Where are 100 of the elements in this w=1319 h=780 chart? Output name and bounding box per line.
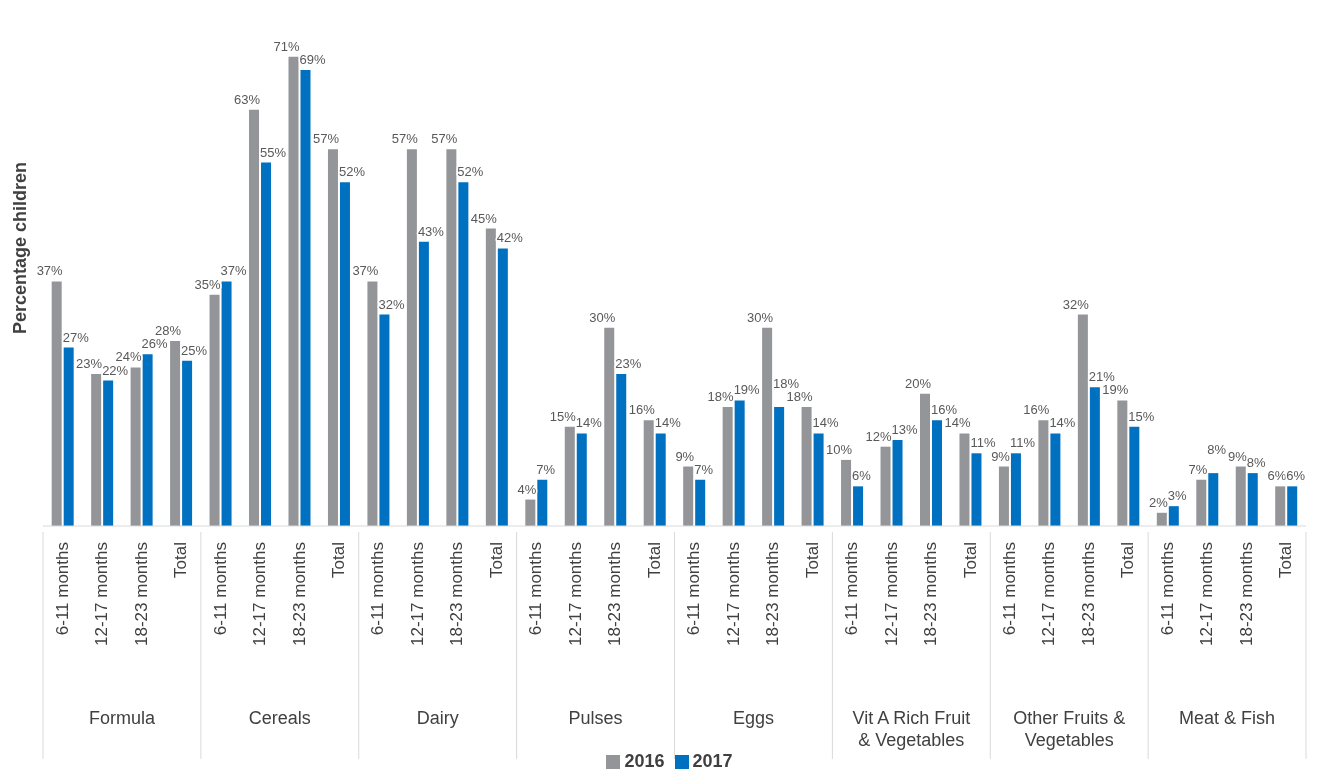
bar [1247,473,1258,526]
text: Formula [88,708,156,728]
text: Vit A Rich Fruit & Vegetables [852,708,971,750]
x-tick-label: 6-11 months [210,542,230,636]
data-label: 30% [747,309,774,325]
data-label: 57% [431,131,458,147]
x-tick-label: 6-11 months [1157,542,1177,636]
bar [998,466,1009,526]
bar [170,340,181,526]
bar [564,426,575,526]
x-tick-label: 12-17 months [1039,542,1059,646]
bar [300,69,311,526]
bar [142,354,153,526]
data-label: 71% [273,38,300,54]
bar [327,149,338,526]
bar [853,486,864,526]
x-tick-label: 18-23 months [289,542,309,646]
data-label: 52% [338,164,366,180]
data-label: 57% [312,131,340,147]
x-tick-label: 12-17 months [723,542,743,646]
data-label: 37% [36,263,64,279]
data-label: 30% [589,309,616,325]
bar [209,294,220,526]
bar [1196,479,1207,526]
x-tick-label: Total [802,542,822,578]
data-label: 27% [62,329,90,345]
data-label: 18% [773,376,800,392]
bar [774,407,785,526]
bar [406,149,417,526]
bar [1168,506,1179,526]
bar [920,393,930,526]
bar [1287,486,1298,526]
x-tick-label: Total [171,542,191,578]
bar [1208,473,1219,526]
bar [880,446,891,526]
bar [655,433,666,526]
x-tick-label: 18-23 months [1078,542,1098,646]
bar [841,459,852,526]
bar [1038,420,1049,526]
data-label: 55% [260,144,287,160]
legend-label: 2016 [624,751,665,771]
bar [722,407,733,526]
x-tick-label: 12-17 months [565,542,585,646]
data-label: 42% [496,230,524,246]
text: Cereals [248,708,311,728]
bar [959,433,970,526]
bar [695,479,706,526]
x-tick-label: 6-11 months [684,542,704,636]
x-tick-label: 6-11 months [842,542,862,636]
bar [249,109,260,526]
data-label: 14% [654,415,682,431]
data-label: 3% [1167,488,1188,504]
x-tick-label: 18-23 months [605,542,625,646]
bar [103,380,114,526]
data-label: 14% [944,415,971,431]
bar [379,314,390,526]
data-label: 24% [115,349,143,365]
data-label: 26% [141,336,169,352]
data-label: 15% [549,408,577,424]
x-tick-label: 12-17 months [881,542,901,646]
data-label: 43% [417,223,445,239]
data-label: 32% [1062,296,1090,312]
data-label: 23% [615,356,642,371]
data-label: 22% [102,362,129,378]
x-tick-label: 18-23 months [763,542,783,646]
bar [446,149,457,526]
bar [813,433,824,526]
data-label: 21% [1088,369,1116,385]
x-tick-label: 18-23 months [921,542,941,646]
data-label: 4% [517,481,537,497]
bar [1275,486,1286,526]
data-label: 9% [1227,448,1248,464]
data-label: 18% [707,389,735,405]
x-tick-label: 18-23 months [131,542,151,646]
bar [762,327,773,526]
legend-label: 2017 [692,751,733,771]
data-label: 7% [694,461,714,477]
bar [525,499,536,526]
bar [1050,433,1061,526]
x-tick-label: 12-17 months [250,542,270,646]
bar [418,241,429,526]
x-tick-label: Total [644,542,664,578]
data-label: 19% [1102,382,1129,398]
bar [182,360,193,526]
data-label: 2% [1149,494,1169,510]
x-tick-label: 12-17 months [1197,542,1217,646]
bar [497,248,508,526]
data-label: 11% [970,435,996,451]
data-label: 14% [812,415,840,431]
x-tick-label: 12-17 months [92,542,112,646]
data-label: 6% [1267,468,1287,484]
bar [1010,453,1021,526]
data-label: 69% [299,51,326,67]
data-label: 20% [904,375,932,391]
x-tick-label: 12-17 months [407,542,427,646]
data-label: 10% [826,441,853,457]
text: Eggs [732,708,774,728]
data-label: 8% [1207,442,1227,458]
data-label: 52% [457,164,484,180]
bar [1077,314,1088,526]
